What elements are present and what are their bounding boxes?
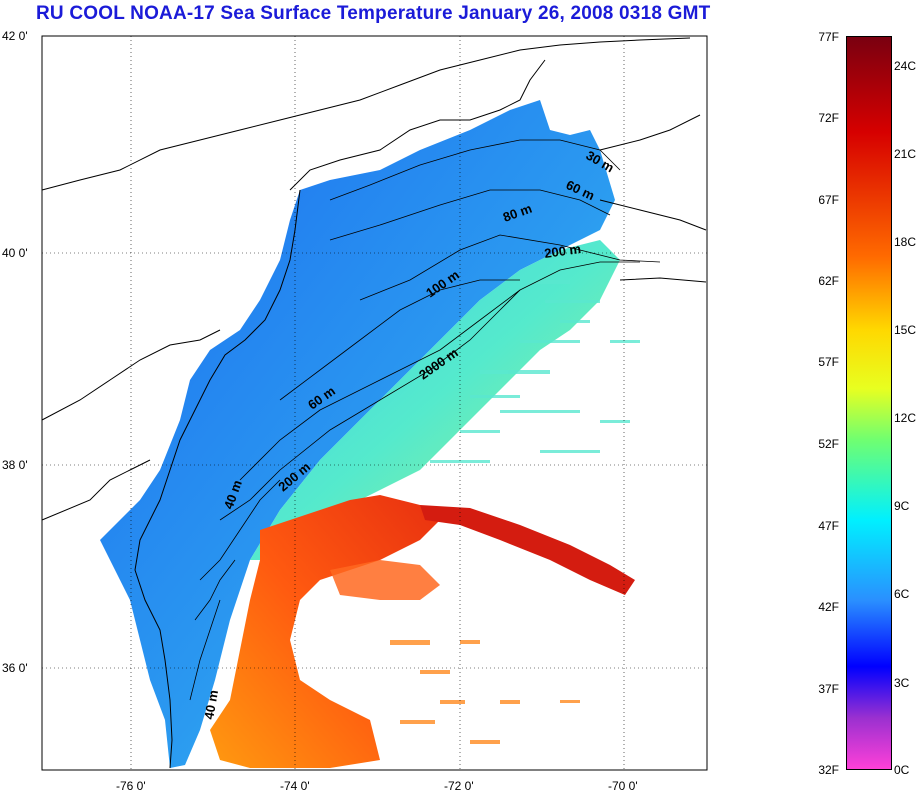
sst-warm-eddy	[330, 560, 440, 600]
colorbar-c-label: 9C	[894, 499, 910, 513]
lat-label: 36 0'	[2, 661, 28, 675]
colorbar-f-label: 62F	[818, 274, 839, 288]
colorbar-f-label: 42F	[818, 600, 839, 614]
lat-label: 42 0'	[2, 29, 28, 43]
lat-label: 38 0'	[2, 458, 28, 472]
lon-label: -70 0'	[608, 779, 638, 793]
colorbar-f-label: 77F	[818, 30, 839, 44]
map-title: RU COOL NOAA-17 Sea Surface Temperature …	[36, 3, 711, 24]
colorbar-f-label: 57F	[818, 355, 839, 369]
sst-speckles	[430, 280, 640, 463]
colorbar-c-label: 0C	[894, 763, 910, 777]
isobath-label: 40 m	[201, 689, 221, 721]
lon-label: -74 0'	[280, 779, 310, 793]
sst-slope-water	[250, 240, 620, 560]
colorbar-f-label: 72F	[818, 111, 839, 125]
lat-label: 40 0'	[2, 246, 28, 260]
coastline	[41, 37, 707, 769]
lon-label: -76 0'	[116, 779, 146, 793]
colorbar-c-label: 6C	[894, 587, 910, 601]
colorbar-c-label: 3C	[894, 676, 910, 690]
isobath-label: 200 m	[543, 241, 582, 261]
sst-warm-filament	[420, 505, 635, 595]
colorbar-c-label: 18C	[894, 235, 917, 249]
colorbar-f-label: 52F	[818, 437, 839, 451]
colorbar-f-label: 47F	[818, 519, 839, 533]
sst-shelf-water	[100, 100, 615, 768]
isobaths	[189, 139, 661, 701]
colorbar-f-label: 32F	[818, 763, 839, 777]
colorbar-c-label: 12C	[894, 411, 917, 425]
colorbar	[846, 36, 892, 770]
sst-warm-speckles	[390, 640, 580, 744]
lon-label: -72 0'	[444, 779, 474, 793]
colorbar-f-label: 37F	[818, 682, 839, 696]
colorbar-f-label: 67F	[818, 193, 839, 207]
sst-gulf-stream	[210, 495, 440, 768]
graticule	[42, 36, 707, 770]
colorbar-c-label: 24C	[894, 59, 917, 73]
colorbar-c-label: 21C	[894, 147, 917, 161]
colorbar-c-label: 15C	[894, 323, 917, 337]
